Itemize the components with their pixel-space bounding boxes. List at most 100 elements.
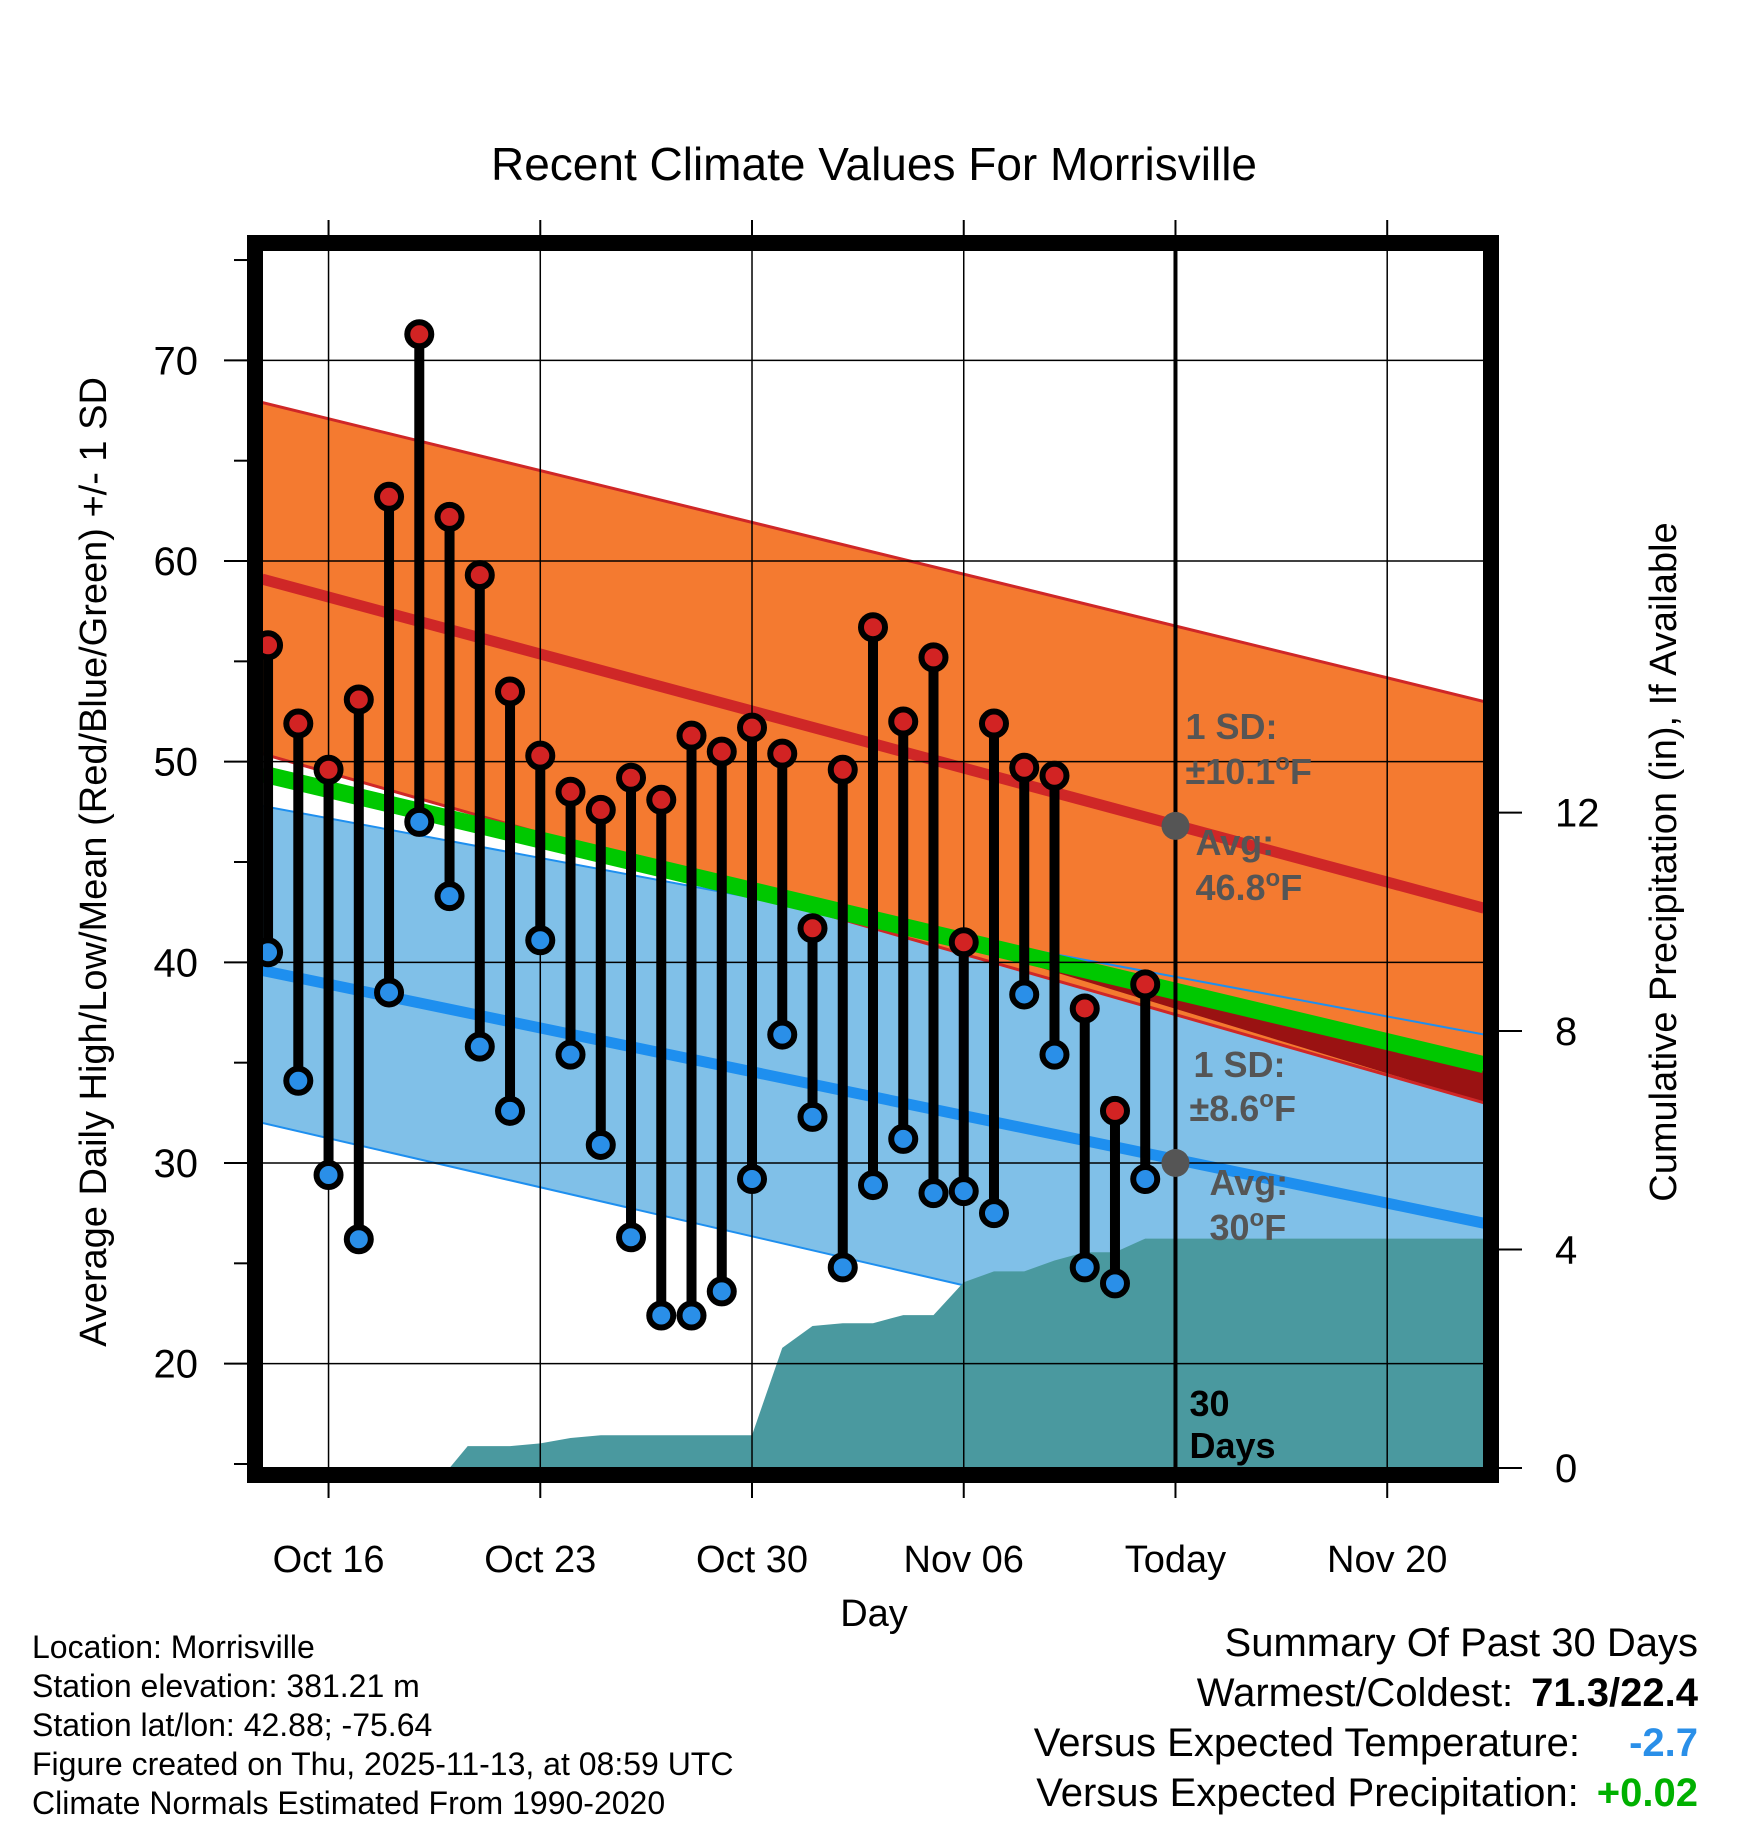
high-point [978,708,1009,739]
low-point [1009,979,1040,1010]
y2-tick-label: 0 [1555,1447,1577,1491]
high-point [555,776,586,807]
x-tick-label: Nov 20 [1327,1539,1447,1581]
warm-cold-label: Warmest/Coldest: [1196,1671,1514,1715]
latlon-text: Station lat/lon: 42.88; -75.64 [32,1707,433,1743]
high-point [404,319,435,350]
high-point [918,642,949,673]
low-point [283,1065,314,1096]
plot-frame [247,235,1499,1483]
low-point [737,1164,768,1195]
high-point [616,762,647,793]
high-point [858,612,888,643]
chart-title: Recent Climate Values For Morrisville [491,138,1257,190]
low-point [464,1031,495,1062]
low-point [1069,1252,1100,1283]
low-point [888,1123,919,1154]
summary-panel: Summary Of Past 30 Days Warmest/Coldest:… [1034,1618,1698,1818]
low-point [948,1176,979,1207]
high-point [1039,760,1070,791]
y-tick-label: 30 [154,1142,199,1186]
low-point [495,1095,526,1126]
temp-label: Versus Expected Temperature: [1033,1721,1580,1765]
low-point [858,1170,888,1201]
low-point [555,1039,586,1070]
station-info: Location: Morrisville Station elevation:… [32,1628,733,1823]
x-axis-label: Day [840,1593,908,1635]
normals-text: Climate Normals Estimated From 1990-2020 [32,1785,666,1821]
high-point [343,684,374,715]
temp-value: -2.7 [1629,1721,1698,1765]
window-days-number: 30 [1189,1383,1229,1424]
low-avg-value: 30oF [1209,1205,1286,1248]
low-point [313,1160,344,1191]
high-point [737,712,768,743]
high-point [797,913,828,944]
high-point [646,784,677,815]
high-point [676,720,707,751]
high-point [525,740,556,771]
high-band-upper-edge [262,401,1484,703]
low-avg-marker [1161,1148,1190,1177]
high-avg-label: Avg: [1195,822,1274,863]
high-point [1130,969,1161,1000]
low-point [525,925,556,956]
low-point [676,1300,707,1331]
y-tick-label: 70 [154,339,199,383]
summary-title: Summary Of Past 30 Days [1224,1621,1698,1665]
low-point [646,1300,677,1331]
high-point [1009,752,1040,783]
x-tick-label: Oct 30 [696,1539,808,1581]
y-tick-label: 20 [154,1343,199,1387]
high-point [283,708,314,739]
summary-temp: Versus Expected Temperature: -2.7 [1034,1718,1698,1768]
x-tick-label: Today [1125,1539,1226,1581]
low-sd-label: 1 SD: [1193,1044,1285,1085]
low-point [434,881,465,912]
low-point [616,1222,647,1253]
low-point [1099,1268,1130,1299]
x-tick-label: Oct 23 [484,1539,596,1581]
high-point [827,754,858,785]
location-text: Location: Morrisville [32,1629,315,1665]
low-point [585,1129,616,1160]
high-point [706,736,737,767]
low-point [343,1224,374,1255]
y2-tick-label: 8 [1555,1010,1577,1054]
low-point [1130,1164,1161,1195]
high-point [1099,1095,1130,1126]
y2-axis-label: Cumulative Precipitation (in), If Availa… [1643,522,1685,1201]
precip-value: +0.02 [1596,1771,1698,1815]
high-point [374,481,405,512]
precip-area [449,1238,1484,1468]
high-point [1069,993,1100,1024]
y-axis-label: Average Daily High/Low/Mean (Red/Blue/Gr… [73,377,115,1347]
x-tick-label: Nov 06 [904,1539,1024,1581]
high-point [767,738,798,769]
high-avg-value: 46.8oF [1195,865,1302,908]
warm-cold-value: 71.3/22.4 [1531,1671,1698,1715]
low-point [797,1101,828,1132]
high-point [313,754,344,785]
high-point [948,927,979,958]
overlap-region [963,944,1484,1103]
elevation-text: Station elevation: 381.21 m [32,1668,420,1704]
high-point [434,501,465,532]
y2-tick-label: 4 [1555,1229,1577,1273]
precip-label: Versus Expected Precipitation: [1036,1771,1579,1815]
low-point [706,1276,737,1307]
low-point [404,806,435,837]
high-point [585,794,616,825]
high-point [495,676,526,707]
low-point [978,1198,1009,1229]
y2-tick-label: 12 [1555,792,1600,836]
low-point [767,1019,798,1050]
x-tick-label: Oct 16 [273,1539,385,1581]
high-avg-marker [1161,811,1190,840]
low-point [918,1178,949,1209]
window-days-label: Days [1189,1425,1275,1466]
low-avg-label: Avg: [1209,1162,1288,1203]
summary-precip: Versus Expected Precipitation: +0.02 [1034,1768,1698,1818]
low-point [827,1252,858,1283]
